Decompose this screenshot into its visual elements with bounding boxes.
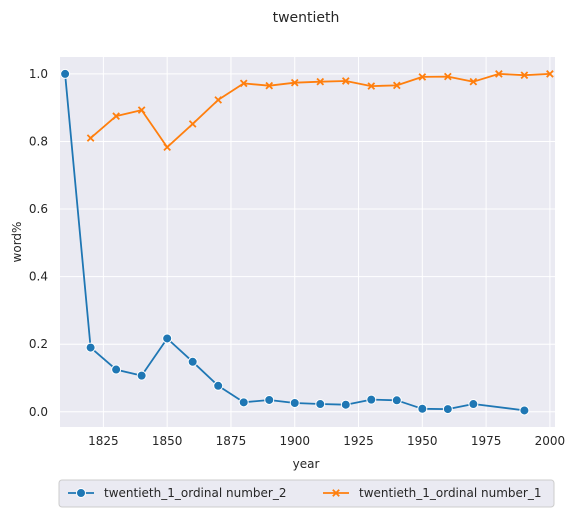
legend-entry: twentieth_1_ordinal number_2 — [68, 486, 286, 500]
x-tick-label: 1950 — [407, 434, 438, 448]
data-point — [162, 333, 173, 344]
x-tick-label: 1925 — [343, 434, 374, 448]
data-point — [188, 120, 197, 128]
series-2 — [86, 70, 554, 152]
data-point — [391, 395, 402, 406]
x-tick-label: 1900 — [279, 434, 310, 448]
data-point — [468, 399, 479, 410]
data-point — [290, 78, 299, 87]
plot-area — [60, 57, 555, 427]
legend-marker — [76, 488, 86, 498]
y-tick-label: 0.8 — [29, 134, 48, 148]
data-point — [238, 397, 249, 408]
x-tick-label: 1825 — [88, 434, 119, 448]
legend-box — [58, 479, 555, 508]
legend-entry: twentieth_1_ordinal number_1 — [323, 486, 541, 500]
legend-label: twentieth_1_ordinal number_1 — [359, 486, 541, 500]
data-point — [315, 399, 326, 410]
series-1 — [60, 68, 530, 416]
x-tick-label: 2000 — [535, 434, 566, 448]
data-point — [316, 77, 325, 86]
y-axis-ticks: 0.0 0.2 0.4 0.6 0.8 1.0 — [29, 67, 48, 419]
data-point — [469, 77, 478, 86]
data-point — [417, 403, 428, 414]
y-tick-label: 1.0 — [29, 67, 48, 81]
data-point — [86, 134, 95, 142]
x-tick-label: 1850 — [152, 434, 183, 448]
data-point — [112, 112, 120, 120]
y-tick-label: 0.6 — [29, 202, 48, 216]
data-point — [187, 356, 198, 367]
y-tick-label: 0.4 — [29, 270, 48, 284]
legend: twentieth_1_ordinal number_2 twentieth_1_… — [58, 479, 555, 508]
series-layer — [60, 68, 554, 416]
legend-marker — [332, 489, 340, 497]
data-point — [289, 398, 300, 409]
legend-label: twentieth_1_ordinal number_2 — [104, 486, 286, 500]
data-point — [443, 72, 452, 81]
data-point — [111, 364, 122, 375]
data-point — [442, 404, 453, 415]
data-point — [341, 77, 350, 85]
data-point — [392, 81, 401, 90]
data-point — [137, 106, 146, 114]
data-point — [214, 96, 223, 104]
y-tick-label: 0.2 — [29, 337, 48, 351]
grid — [60, 57, 555, 427]
data-point — [85, 342, 96, 353]
y-tick-label: 0.0 — [29, 405, 48, 419]
x-axis-ticks: 1825 1850 1875 1900 1925 1950 1975 2000 — [88, 434, 565, 448]
data-point — [265, 81, 274, 90]
x-axis-label: year — [293, 457, 320, 471]
data-point — [546, 70, 554, 78]
data-point — [495, 70, 503, 78]
data-point — [163, 143, 172, 152]
x-tick-label: 1975 — [471, 434, 502, 448]
y-axis-label: word% — [10, 222, 24, 263]
x-tick-label: 1875 — [216, 434, 247, 448]
data-point — [367, 82, 376, 90]
data-point — [239, 79, 248, 88]
data-point — [213, 380, 224, 391]
data-point — [340, 399, 351, 410]
data-point — [366, 394, 377, 405]
data-point — [60, 68, 71, 79]
data-point — [520, 71, 529, 80]
chart-title: twentieth — [273, 10, 340, 26]
data-point — [418, 73, 427, 81]
data-point — [136, 370, 147, 381]
data-point — [519, 405, 530, 416]
data-point — [264, 394, 275, 405]
